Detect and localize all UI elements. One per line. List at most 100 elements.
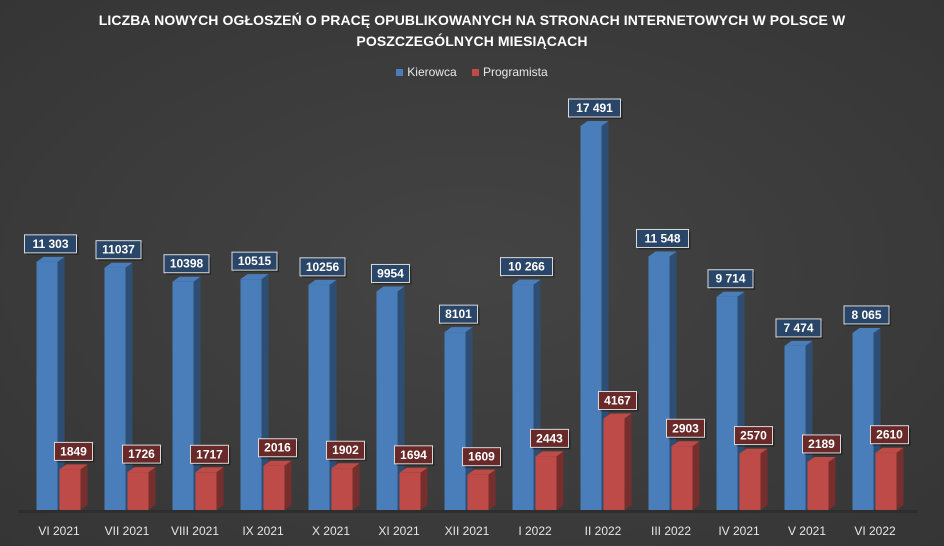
bar-top [512, 279, 541, 285]
data-label-box [122, 444, 161, 464]
bar-front [59, 469, 81, 510]
bar-1-3 [263, 460, 292, 510]
bar-top [852, 327, 881, 333]
bar-side [624, 413, 632, 510]
data-label-box [54, 441, 93, 461]
data-label-0-10: 9 714 [707, 269, 755, 290]
bar-top [240, 274, 269, 280]
bar-top [263, 460, 292, 466]
data-label-text: 1717 [196, 447, 223, 461]
data-label-text: 2903 [672, 421, 699, 435]
bar-side [488, 469, 496, 510]
data-label-text: 9 714 [715, 272, 745, 286]
data-label-text: 4167 [604, 394, 631, 408]
bar-front [308, 284, 330, 510]
data-label-box [843, 305, 890, 325]
data-label-box [394, 445, 433, 465]
data-label-text: 7 474 [783, 321, 813, 335]
data-label-text: 1726 [128, 447, 155, 461]
data-label-1-5: 1694 [394, 445, 435, 466]
data-label-box [163, 254, 210, 274]
bar-side [760, 448, 768, 510]
bar-side [533, 279, 541, 510]
legend-label-kierowca: Kierowca [407, 65, 457, 79]
data-label-box [802, 434, 841, 454]
bar-front [648, 256, 670, 510]
bar-0-8 [580, 121, 609, 510]
data-label-box [500, 257, 553, 277]
bar-1-7 [535, 451, 564, 510]
data-label-text: 11 548 [644, 231, 680, 245]
bar-top [648, 251, 677, 257]
bar-top [739, 448, 768, 454]
bar-side [828, 456, 836, 510]
data-label-box [870, 425, 909, 445]
data-label-1-2: 1717 [190, 444, 231, 466]
bar-front [852, 332, 874, 510]
data-label-0-1: 11037 [95, 240, 143, 261]
bar-front [580, 126, 602, 510]
bar-side [352, 463, 360, 510]
bar-top [671, 441, 700, 447]
data-label-box [666, 418, 705, 438]
x-tick-label: IX 2021 [242, 524, 284, 538]
bar-side [556, 451, 564, 510]
data-label-text: 17 491 [576, 101, 613, 115]
x-tick-label: IV 2021 [718, 524, 760, 538]
data-label-text: 10256 [306, 260, 340, 274]
bar-top [376, 286, 405, 292]
data-label-1-12: 2610 [870, 425, 911, 446]
bar-1-4 [331, 463, 360, 510]
bar-1-11 [807, 456, 836, 510]
bar-top [875, 447, 904, 453]
x-tick-label: X 2021 [312, 524, 350, 538]
data-label-text: 10 266 [508, 260, 545, 274]
data-label-1-4: 1902 [326, 440, 367, 462]
data-label-box [568, 98, 621, 118]
data-label-box [636, 228, 689, 248]
data-label-box [439, 304, 478, 324]
data-label-1-6: 1609 [462, 447, 503, 468]
data-label-0-5: 9954 [371, 263, 412, 285]
data-label-0-11: 7 474 [775, 318, 823, 339]
bar-0-11 [784, 340, 813, 510]
bar-1-6 [467, 469, 496, 510]
data-label-0-3: 10515 [231, 251, 279, 273]
bar-front [603, 418, 625, 510]
bar-top [467, 469, 496, 475]
data-label-1-1: 1726 [122, 444, 163, 466]
bar-front [807, 461, 829, 510]
data-label-text: 2443 [536, 431, 563, 445]
bar-front [512, 284, 534, 510]
bar-0-7 [512, 279, 541, 510]
bar-top [331, 463, 360, 469]
legend-item-kierowca: Kierowca [396, 65, 457, 79]
data-label-text: 2570 [740, 429, 767, 443]
x-tick-label: XI 2021 [378, 524, 420, 538]
bar-side [896, 447, 904, 510]
bar-top [104, 262, 133, 268]
data-label-text: 2610 [876, 428, 903, 442]
bar-1-0 [59, 464, 88, 510]
data-label-box [24, 234, 77, 254]
data-label-text: 8 065 [851, 308, 881, 322]
chart-title: LICZBA NOWYCH OGŁOSZEŃ O PRACĘ OPUBLIKOW… [0, 10, 944, 52]
data-label-0-6: 8101 [439, 304, 480, 326]
data-label-box [462, 447, 501, 467]
data-label-box [530, 428, 569, 448]
bar-top [59, 464, 88, 470]
bar-side [148, 467, 156, 510]
data-label-box [371, 263, 410, 283]
data-label-box [326, 440, 365, 460]
bar-side [420, 467, 428, 510]
data-label-0-7: 10 266 [500, 257, 555, 278]
x-tick-label: VII 2021 [105, 524, 150, 538]
data-label-text: 10515 [238, 254, 272, 268]
bar-top [535, 451, 564, 457]
bar-front [784, 345, 806, 510]
bar-top [172, 276, 201, 282]
legend: Kierowca Programista [0, 65, 944, 79]
data-label-1-0: 1849 [54, 441, 95, 463]
